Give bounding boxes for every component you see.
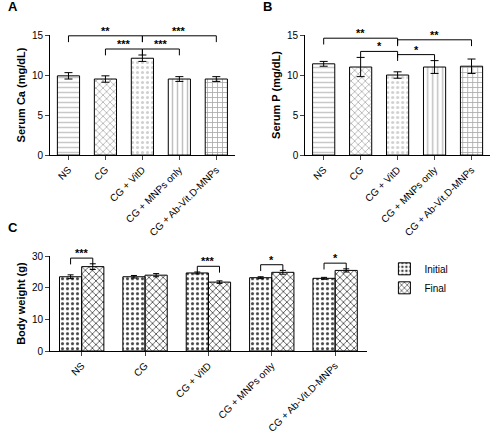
svg-text:***: *** — [117, 38, 131, 50]
svg-text:Serum Ca (mg/dL): Serum Ca (mg/dL) — [15, 47, 27, 142]
svg-text:C: C — [8, 220, 18, 235]
svg-text:CG + VitD: CG + VitD — [174, 360, 214, 400]
svg-text:30: 30 — [32, 251, 44, 262]
svg-text:CG + MNPs only: CG + MNPs only — [216, 360, 277, 421]
svg-text:***: *** — [154, 38, 168, 50]
svg-text:*: * — [377, 40, 382, 52]
svg-text:**: ** — [356, 27, 365, 39]
svg-text:CG: CG — [347, 164, 366, 183]
svg-text:Final: Final — [424, 283, 446, 294]
svg-text:NS: NS — [311, 164, 329, 182]
svg-text:CG: CG — [132, 360, 151, 379]
svg-text:10: 10 — [32, 314, 44, 325]
svg-text:5: 5 — [293, 110, 299, 121]
svg-text:**: ** — [101, 25, 110, 37]
svg-text:B: B — [263, 0, 272, 14]
svg-text:Initial: Initial — [424, 264, 447, 275]
svg-text:***: *** — [201, 255, 215, 267]
svg-text:0: 0 — [293, 150, 299, 161]
svg-text:***: *** — [75, 247, 89, 259]
svg-text:CG: CG — [92, 164, 111, 183]
svg-text:10: 10 — [32, 70, 44, 81]
svg-text:Serum P (mg/dL): Serum P (mg/dL) — [270, 51, 282, 139]
svg-text:15: 15 — [287, 30, 299, 41]
svg-text:CG + MNPs only: CG + MNPs only — [124, 164, 185, 225]
svg-text:***: *** — [172, 25, 186, 37]
svg-text:CG + Ab-Vit.D-MNPs: CG + Ab-Vit.D-MNPs — [403, 164, 477, 238]
svg-text:**: ** — [430, 29, 439, 41]
svg-text:*: * — [414, 44, 419, 56]
svg-text:CG + MNPs only: CG + MNPs only — [379, 164, 440, 225]
svg-text:CG + VitD: CG + VitD — [108, 164, 148, 204]
svg-text:10: 10 — [287, 70, 299, 81]
svg-text:20: 20 — [32, 282, 44, 293]
svg-text:15: 15 — [32, 30, 44, 41]
svg-text:CG + Ab-Vit.D-MNPs: CG + Ab-Vit.D-MNPs — [266, 360, 340, 434]
svg-text:Body weight (g): Body weight (g) — [15, 262, 27, 345]
svg-text:0: 0 — [37, 150, 43, 161]
svg-text:NS: NS — [69, 360, 87, 378]
svg-text:NS: NS — [56, 164, 74, 182]
svg-text:A: A — [8, 0, 18, 14]
svg-text:CG + VitD: CG + VitD — [363, 164, 403, 204]
svg-text:CG + Ab-Vit.D-MNPs: CG + Ab-Vit.D-MNPs — [147, 164, 221, 238]
svg-text:5: 5 — [37, 110, 43, 121]
svg-text:*: * — [269, 254, 274, 266]
svg-text:*: * — [333, 252, 338, 264]
svg-text:0: 0 — [37, 346, 43, 357]
